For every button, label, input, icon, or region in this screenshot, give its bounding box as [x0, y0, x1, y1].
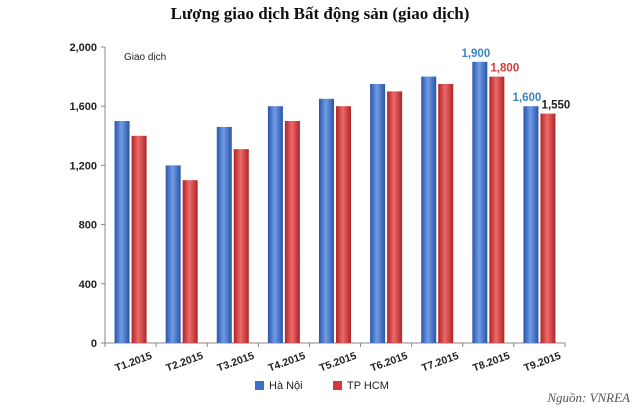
legend-label: TP HCM [347, 380, 389, 392]
y-axis-label: Giao dịch [124, 52, 167, 63]
y-tick-label: 400 [79, 279, 97, 291]
data-label: 1,600 [513, 92, 542, 104]
bar-tp-hcm [131, 135, 147, 343]
bar-ha-noi [370, 84, 386, 343]
x-tick-label: T2.2015 [164, 350, 204, 375]
legend-swatch [255, 381, 264, 390]
bar-tp-hcm [284, 121, 300, 343]
x-tick-label: T7.2015 [420, 350, 460, 375]
data-label: 1,800 [490, 63, 519, 75]
bar-tp-hcm [233, 149, 249, 343]
bar-ha-noi [472, 61, 488, 344]
y-tick-label: 0 [91, 338, 97, 350]
data-label: 1,900 [461, 48, 490, 60]
x-tick-label: T6.2015 [369, 350, 409, 375]
bar-ha-noi [216, 126, 232, 343]
chart-title: Lượng giao dịch Bất động sản (giao dịch) [170, 4, 470, 23]
bar-ha-noi [523, 106, 539, 343]
x-tick-label: T5.2015 [318, 350, 358, 375]
x-tick-label: T1.2015 [113, 350, 153, 375]
bar-ha-noi [319, 98, 334, 343]
bar-tp-hcm [489, 76, 505, 343]
x-tick-label: T4.2015 [267, 350, 307, 375]
data-label: 1,550 [542, 100, 571, 112]
bar-ha-noi [421, 76, 437, 343]
legend-swatch [333, 381, 342, 390]
x-tick-label: T3.2015 [216, 350, 256, 375]
bar-ha-noi [165, 165, 181, 343]
bar-tp-hcm [438, 84, 454, 343]
bar-tp-hcm [182, 180, 198, 343]
x-tick-label: T8.2015 [471, 350, 511, 375]
bar-ha-noi [267, 106, 283, 343]
legend-label: Hà Nội [269, 380, 303, 392]
bar-tp-hcm [387, 91, 403, 344]
y-tick-label: 1,200 [69, 160, 97, 172]
y-tick-label: 1,600 [69, 101, 97, 113]
x-tick-label: T9.2015 [522, 350, 562, 375]
source-note: Nguồn: VNREA [547, 390, 630, 405]
bar-tp-hcm [540, 113, 556, 343]
y-tick-label: 2,000 [69, 42, 97, 54]
bar-ha-noi [114, 121, 130, 343]
y-tick-label: 800 [79, 220, 97, 232]
bar-tp-hcm [336, 106, 351, 343]
